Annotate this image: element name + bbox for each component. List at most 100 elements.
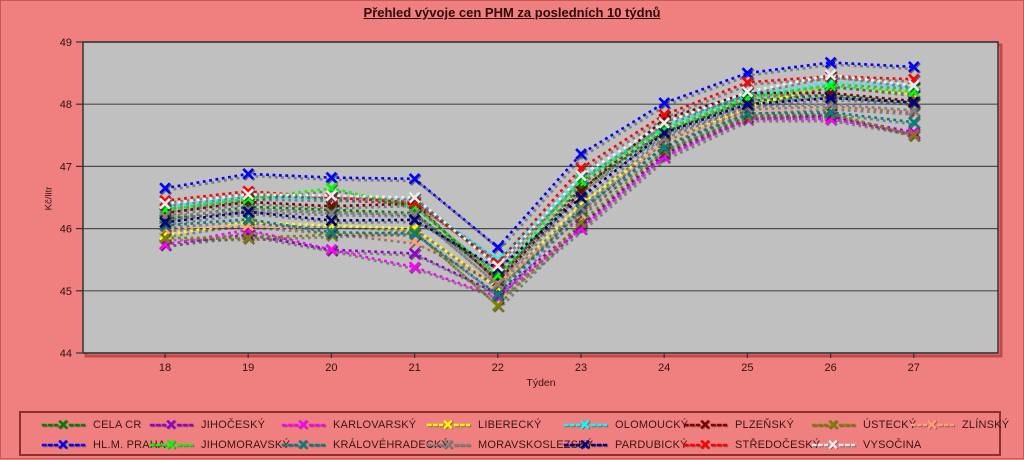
legend-label: PARDUBICKÝ [615,439,688,451]
legend-label: PLZEŇSKÝ [735,419,795,431]
x-marker-icon [575,148,587,160]
x-marker-icon [408,227,421,240]
y-tick-label: 44 [60,348,72,360]
x-marker-icon [575,191,587,204]
legend-label: MORAVSKOSLEZSKÝ [478,439,594,451]
series-8 [159,56,921,255]
x-marker-icon [491,288,504,301]
series-line-shadow [166,63,917,252]
y-tick-label: 48 [60,99,72,111]
x-marker-icon [242,188,255,201]
series-line [164,102,914,287]
series-line [164,96,914,271]
x-marker-icon [408,173,421,185]
legend-item: LIBERECKÝ [426,419,563,431]
x-marker-icon [575,162,587,175]
series-line [164,115,915,296]
legend-marker-icon [426,419,472,430]
plot-border [82,41,999,354]
legend-item: KARLOVARSKÝ [281,419,426,431]
x-marker-icon [741,98,754,111]
legend-item: OLOMOUCKÝ [563,419,688,431]
legend-marker-icon [281,439,327,450]
x-marker-icon [325,171,338,184]
legend-marker-icon [281,419,327,430]
y-tick-label: 45 [60,286,72,298]
series-line [164,117,915,299]
series-line-shadow [167,85,917,292]
legend-item: STŘEDOČESKÝ [683,439,820,451]
legend-label: KARLOVARSKÝ [333,419,417,431]
legend-label: LIBERECKÝ [478,419,542,431]
x-marker-icon [408,214,421,226]
x-marker-icon [325,226,338,239]
x-tick-label: 24 [658,362,670,374]
x-marker-icon [824,56,837,69]
legend-marker-icon [811,439,857,450]
legend-marker-icon [910,419,956,430]
legend-label: CELA CR [93,419,142,431]
legend-item: ZLÍNSKÝ [910,419,1009,431]
x-marker-icon [907,116,920,129]
legend-marker-icon [563,419,609,430]
x-tick-label: 27 [908,362,920,374]
legend-label: ÚSTECKÝ [863,419,917,431]
x-marker-icon [491,299,504,312]
legend-label: HL.M. PRAHA [93,439,166,451]
x-marker-icon [242,168,255,180]
legend-label: VYSOČINA [863,439,922,451]
series-14 [159,69,921,273]
series-line-shadow [167,83,917,264]
x-tick-label: 18 [159,362,171,374]
x-marker-icon [907,61,920,73]
x-marker-icon [325,214,338,227]
x-marker-icon [658,126,671,139]
x-marker-icon [408,261,421,274]
legend-label: ZLÍNSKÝ [962,419,1010,431]
x-tick-label: 19 [242,362,254,374]
chart-title: Přehled vývoje cen PHM za posledních 10 … [363,5,661,20]
x-tick-label: 20 [325,362,337,374]
legend-item: CELA CR [41,419,149,431]
legend-item: VYSOČINA [811,439,921,451]
x-tick-label: 22 [492,362,504,374]
x-marker-icon [491,260,504,272]
y-axis-title: Kč/litr [43,186,55,211]
x-marker-icon [159,216,171,229]
y-tick-label: 46 [60,224,72,236]
x-marker-icon [658,97,671,109]
legend-item: PARDUBICKÝ [563,439,688,451]
x-marker-icon [741,67,754,79]
x-marker-icon [325,207,338,219]
legend-label: STŘEDOČESKÝ [735,439,821,451]
legend-item: ÚSTECKÝ [811,419,916,431]
x-marker-icon [242,205,255,218]
legend-item: HL.M. PRAHA [41,439,165,451]
x-tick-label: 23 [575,362,587,374]
legend-marker-icon [563,439,609,450]
legend-marker-icon [149,419,195,430]
legend-label: KRÁLOVÉHRADECKÝ [333,439,450,451]
x-marker-icon [741,76,754,89]
y-tick-label: 49 [60,37,72,49]
x-marker-icon [575,169,587,182]
x-marker-icon [408,191,421,204]
legend-item: JIHOMORAVSKÝ [149,439,290,451]
series-line-shadow [167,105,917,289]
series-line [164,82,914,290]
legend-marker-icon [426,439,472,450]
x-marker-icon [491,241,504,254]
x-marker-icon [408,247,421,260]
y-tick-label: 47 [60,161,72,173]
x-marker-icon [491,278,504,291]
x-marker-icon [907,129,920,142]
legend-marker-icon [811,419,857,430]
x-marker-icon [325,243,338,256]
x-marker-icon [159,197,171,210]
series-line [164,74,914,265]
legend-label: JIHOMORAVSKÝ [201,439,290,451]
legend-item: PLZEŇSKÝ [683,419,811,431]
legend-item: KRÁLOVÉHRADECKÝ [281,439,449,451]
